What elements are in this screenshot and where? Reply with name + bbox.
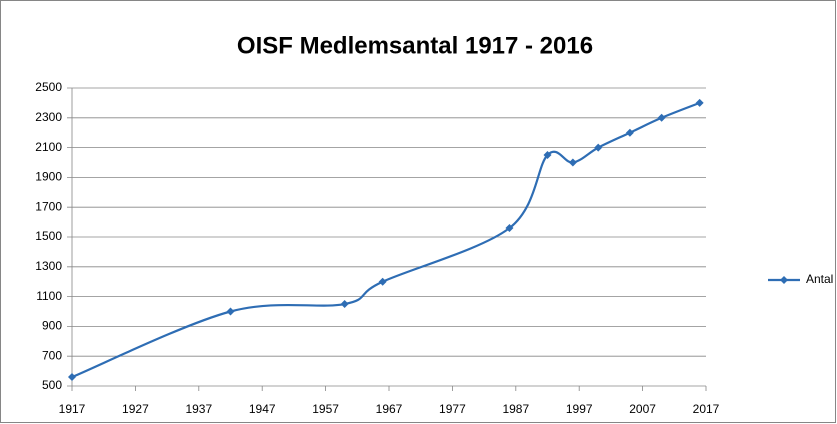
chart-title: OISF Medlemsantal 1917 - 2016	[237, 32, 593, 59]
x-tick-label: 2007	[629, 402, 656, 416]
marker	[657, 113, 666, 122]
marker	[594, 143, 603, 152]
x-tick-label: 1917	[59, 402, 86, 416]
x-tick-label: 1957	[312, 402, 339, 416]
marker	[378, 277, 387, 286]
x-tick-label: 1997	[566, 402, 593, 416]
y-tick-label: 1100	[36, 289, 62, 303]
y-tick-label: 2500	[35, 80, 62, 94]
x-tick-label: 1967	[376, 402, 403, 416]
marker	[543, 151, 552, 160]
y-tick-label: 1700	[35, 199, 62, 213]
y-tick-label: 1300	[35, 259, 62, 273]
x-tick-label: 1987	[502, 402, 529, 416]
x-tick-label: 1927	[122, 402, 149, 416]
y-tick-label: 2100	[35, 140, 62, 154]
y-tick-label: 2300	[35, 110, 62, 124]
legend-label: Antal	[806, 272, 833, 286]
marker	[625, 128, 634, 137]
y-tick-label: 700	[42, 348, 62, 362]
x-tick-label: 1947	[249, 402, 276, 416]
y-tick-label: 500	[42, 378, 62, 392]
marker	[505, 224, 514, 233]
y-tick-label: 1900	[35, 170, 62, 184]
y-tick-label: 1500	[35, 229, 62, 243]
x-tick-label: 1977	[439, 402, 466, 416]
legend-marker	[780, 276, 788, 284]
marker	[695, 98, 704, 107]
y-tick-label: 900	[42, 319, 62, 333]
marker	[340, 300, 349, 309]
x-tick-label: 1937	[185, 402, 212, 416]
x-tick-label: 2017	[693, 402, 720, 416]
marker	[568, 158, 577, 167]
marker	[68, 373, 76, 382]
marker	[226, 307, 235, 316]
